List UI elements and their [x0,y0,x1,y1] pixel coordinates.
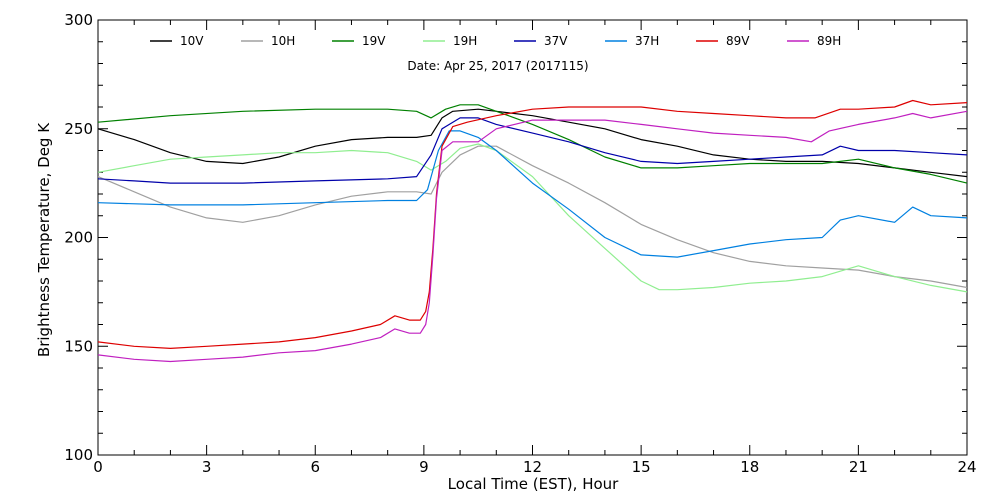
series-line-89v [97,99,968,349]
legend-label-10v: 10V [180,34,204,48]
y-tick-label: 300 [64,11,93,29]
plot-frame [97,19,968,456]
y-tick-label: 150 [64,337,93,355]
x-tick-label: 21 [849,458,868,476]
y-tick-label: 200 [64,229,93,247]
legend-label-89h: 89H [817,34,841,48]
series-line-37v [97,117,968,184]
legend-label-10h: 10H [271,34,295,48]
legend-label-89v: 89V [726,34,750,48]
series-line-10v [97,108,968,178]
tick-labels: 0 3 6 9 12 15 18 21 24 100 150 200 250 300 [64,11,976,476]
legend-label-37h: 37H [635,34,659,48]
y-axis-title: Brightness Temperature, Deg K [35,122,53,357]
x-tick-label: 15 [632,458,651,476]
x-tick-label: 24 [957,458,976,476]
series-line-89h [97,110,968,363]
y-tick-label: 250 [64,120,93,138]
series-line-19v [97,104,968,184]
series-line-10h [97,145,968,289]
x-axis-title: Local Time (EST), Hour [448,475,619,493]
x-tick-label: 6 [310,458,320,476]
x-tick-label: 18 [740,458,759,476]
date-annotation: Date: Apr 25, 2017 (2017115) [407,59,588,73]
axis-ticks [97,19,968,456]
legend: 10V 10H 19V 19H 37V 37H 89V 89H [150,34,841,48]
x-tick-label: 3 [202,458,212,476]
legend-label-19v: 19V [362,34,386,48]
legend-label-37v: 37V [544,34,568,48]
x-tick-label: 12 [523,458,542,476]
series-lines [97,99,968,363]
y-tick-label: 100 [64,446,93,464]
x-tick-label: 9 [419,458,429,476]
x-tick-label: 0 [93,458,103,476]
legend-label-19h: 19H [453,34,477,48]
series-line-37h [97,130,968,258]
